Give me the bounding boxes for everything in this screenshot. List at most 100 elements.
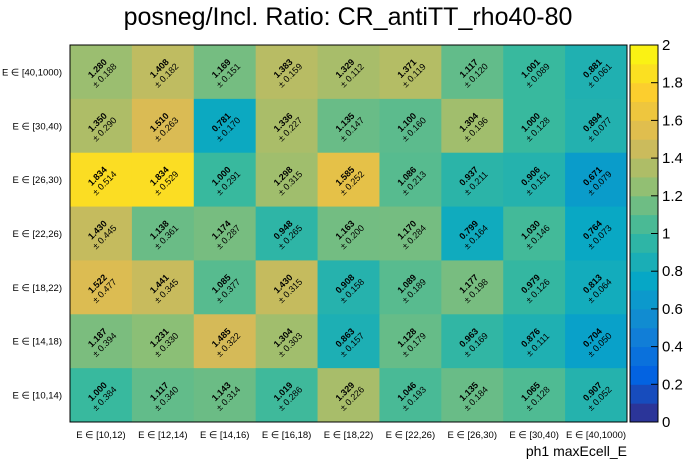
- y-tick-label: E ∈ [40,1000): [2, 67, 62, 78]
- heatmap-cell: [565, 152, 628, 208]
- heatmap-cell: [565, 98, 628, 154]
- color-scale-band: [630, 233, 658, 253]
- x-tick-labels: E ∈ [10,12) E ∈ [12,14) E ∈ [14,16) E ∈ [16…: [76, 430, 626, 441]
- heatmap-cell: [379, 260, 442, 315]
- heatmap-cell: [255, 98, 319, 154]
- heatmap-cell: [70, 314, 133, 369]
- heatmap-cell: [379, 45, 442, 100]
- heatmap-cell: [317, 152, 380, 208]
- color-scale-tick-label: 0.2: [662, 376, 683, 393]
- color-scale-band: [630, 158, 658, 178]
- y-tick-label: E ∈ [18,22): [13, 283, 62, 294]
- color-scale-tick-label: 1.4: [662, 150, 683, 167]
- heatmap-cell: [379, 368, 442, 423]
- heatmap-cell: [503, 314, 566, 369]
- heatmap-cells: 1.280± 0.188 1.408± 0.182 1.169± 0.151 1.38…: [70, 45, 628, 423]
- heatmap-cell: [131, 152, 195, 208]
- heatmap-cell: [565, 260, 628, 315]
- color-scale-band: [630, 346, 658, 366]
- heatmap-cell: [503, 98, 566, 154]
- heatmap-cell: [193, 206, 257, 261]
- color-scale-band: [630, 139, 658, 159]
- heatmap-cell: [131, 260, 195, 315]
- heatmap-cell: [70, 45, 133, 100]
- x-tick-label: E ∈ [26,30): [448, 430, 497, 441]
- heatmap-cell: [70, 206, 133, 261]
- color-scale-band: [630, 195, 658, 216]
- color-scale-band: [630, 45, 658, 65]
- color-scale-tick-label: 0.6: [662, 301, 683, 318]
- heatmap-cell: [441, 45, 504, 100]
- x-tick-label: E ∈ [40,1000): [566, 430, 626, 441]
- x-tick-label: E ∈ [12,14): [138, 430, 187, 441]
- color-scale-band: [630, 271, 658, 291]
- color-scale-bar: [629, 44, 659, 423]
- color-scale-ticks: 0 0.2 0.4 0.6 0.8 1 1.2 1.4 1.6 1.8 2: [651, 37, 683, 431]
- color-scale-band: [630, 308, 658, 329]
- heatmap-cell: [131, 368, 195, 423]
- color-scale-band: [630, 384, 658, 404]
- heatmap-cell: [70, 152, 133, 208]
- color-scale-band: [630, 214, 658, 234]
- heatmap-cell: [255, 368, 319, 423]
- chart-title: posneg/Incl. Ratio: CR_antiTT_rho40-80: [124, 3, 573, 31]
- heatmap-cell: [193, 45, 257, 100]
- x-tick-label: E ∈ [10,12): [76, 430, 125, 441]
- y-tick-label: E ∈ [14,18): [13, 337, 62, 348]
- heatmap-cell: [255, 206, 319, 261]
- heatmap-cell: [503, 368, 566, 423]
- color-scale-band: [630, 63, 658, 84]
- color-scale-band: [630, 82, 658, 103]
- heatmap-cell: [565, 206, 628, 261]
- heatmap-cell: [131, 98, 195, 154]
- y-tick-label: E ∈ [30,40): [13, 121, 62, 132]
- heatmap-cell: [193, 152, 257, 208]
- color-scale-tick-label: 1: [662, 226, 670, 243]
- heatmap-cell: [255, 152, 319, 208]
- heatmap-cell: [565, 314, 628, 369]
- heatmap-cell: [503, 206, 566, 261]
- heatmap-cell: [441, 152, 504, 208]
- y-tick-label: E ∈ [22,26): [13, 229, 62, 240]
- color-scale-tick-label: 1.8: [662, 75, 683, 92]
- heatmap-cell: [317, 206, 380, 261]
- heatmap-cell: [317, 45, 380, 100]
- color-scale-band: [630, 120, 658, 140]
- heatmap-cell: [193, 368, 257, 423]
- x-tick-label: E ∈ [16,18): [262, 430, 311, 441]
- color-scale-tick-label: 0: [662, 414, 670, 431]
- color-scale-band: [630, 327, 658, 348]
- heatmap-cell: [131, 314, 195, 369]
- color-scale-tick-label: 1.2: [662, 188, 683, 205]
- heatmap-cell: [379, 206, 442, 261]
- x-tick-label: E ∈ [22,26): [386, 430, 435, 441]
- color-scale-band: [630, 403, 658, 423]
- heatmap-cell: [193, 98, 257, 154]
- color-scale-band: [630, 101, 658, 121]
- heatmap-cell: [565, 45, 628, 100]
- color-scale-band: [630, 252, 658, 272]
- heatmap-cell: [317, 98, 380, 154]
- x-tick-label: E ∈ [18,22): [324, 430, 373, 441]
- heatmap-cell: [255, 314, 319, 369]
- heatmap-cell: [317, 368, 380, 423]
- color-scale-tick-label: 2: [662, 37, 670, 54]
- heatmap-cell: [379, 98, 442, 154]
- heatmap-cell: [441, 260, 504, 315]
- heatmap-cell: [317, 260, 380, 315]
- heatmap-cell: [70, 260, 133, 315]
- heatmap-cell: [193, 314, 257, 369]
- color-scale-band: [630, 290, 658, 310]
- heatmap-cell: [131, 206, 195, 261]
- heatmap-cell: [441, 206, 504, 261]
- heatmap-cell: [441, 368, 504, 423]
- x-tick-label: E ∈ [14,16): [200, 430, 249, 441]
- heatmap-cell: [131, 45, 195, 100]
- heatmap-cell: [70, 98, 133, 154]
- y-tick-label: E ∈ [26,30): [13, 175, 62, 186]
- heatmap-cell: [441, 98, 504, 154]
- heatmap-cell: [441, 314, 504, 369]
- heatmap-cell: [70, 368, 133, 423]
- heatmap-cell: [193, 260, 257, 315]
